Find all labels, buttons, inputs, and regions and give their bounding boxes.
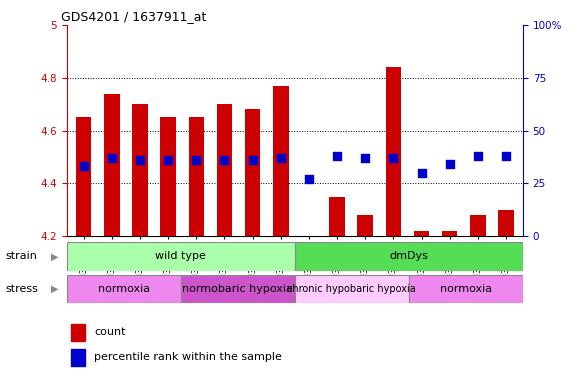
Bar	[409, 275, 523, 303]
Bar	[498, 210, 514, 236]
Bar	[295, 242, 523, 271]
Point	[304, 176, 314, 182]
Bar	[132, 104, 148, 236]
Bar	[67, 275, 181, 303]
Point	[389, 155, 398, 161]
Point	[135, 157, 145, 163]
Bar	[217, 104, 232, 236]
Bar	[414, 231, 429, 236]
Point	[473, 153, 482, 159]
Text: normoxia: normoxia	[440, 284, 492, 294]
Bar	[181, 275, 295, 303]
Point	[79, 164, 88, 170]
Bar	[386, 67, 401, 236]
Bar	[67, 242, 295, 271]
Text: normobaric hypoxia: normobaric hypoxia	[182, 284, 293, 294]
Text: normoxia: normoxia	[98, 284, 150, 294]
Point	[332, 153, 342, 159]
Bar	[189, 118, 204, 236]
Bar	[470, 215, 486, 236]
Point	[417, 170, 426, 176]
Text: ▶: ▶	[51, 284, 58, 294]
Point	[248, 157, 257, 163]
Point	[276, 155, 285, 161]
Bar	[71, 324, 85, 341]
Bar	[76, 118, 91, 236]
Point	[163, 157, 173, 163]
Text: ▶: ▶	[51, 251, 58, 262]
Bar	[273, 86, 289, 236]
Point	[107, 155, 117, 161]
Text: dmDys: dmDys	[389, 251, 428, 262]
Text: chronic hypobaric hypoxia: chronic hypobaric hypoxia	[288, 284, 416, 294]
Point	[192, 157, 201, 163]
Bar	[329, 197, 345, 236]
Bar	[104, 94, 120, 236]
Text: percentile rank within the sample: percentile rank within the sample	[94, 352, 282, 362]
Bar	[71, 349, 85, 366]
Bar	[295, 275, 409, 303]
Text: stress: stress	[6, 284, 39, 294]
Point	[361, 155, 370, 161]
Point	[220, 157, 229, 163]
Text: GDS4201 / 1637911_at: GDS4201 / 1637911_at	[61, 10, 206, 23]
Point	[445, 161, 454, 167]
Text: count: count	[94, 327, 125, 337]
Text: wild type: wild type	[155, 251, 206, 262]
Text: strain: strain	[6, 251, 38, 262]
Bar	[160, 118, 176, 236]
Bar	[357, 215, 373, 236]
Point	[501, 153, 511, 159]
Bar	[245, 109, 260, 236]
Bar	[442, 231, 457, 236]
